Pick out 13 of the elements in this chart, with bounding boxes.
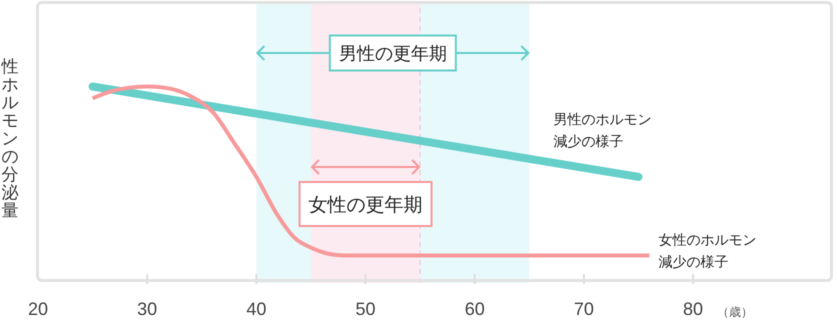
band-label: 女性の更年期 bbox=[308, 194, 423, 216]
x-tick-label: 50 bbox=[356, 299, 376, 319]
text: 性ホルモンの分泌量 bbox=[2, 57, 18, 220]
x-axis-title: （歳） bbox=[717, 304, 754, 321]
band-label: 男性の更年期 bbox=[338, 43, 447, 64]
x-tick-label: 70 bbox=[574, 299, 594, 319]
x-tick-label: 30 bbox=[137, 299, 158, 319]
series-label: 男性のホルモン減少の様子 bbox=[553, 110, 652, 149]
x-tick-label: 80 bbox=[683, 299, 704, 319]
series-label: 女性のホルモン減少の様子 bbox=[658, 231, 756, 270]
x-tick-label: 20 bbox=[28, 299, 48, 319]
x-tick-label: 40 bbox=[246, 299, 266, 319]
x-tick-label: 60 bbox=[464, 299, 485, 319]
